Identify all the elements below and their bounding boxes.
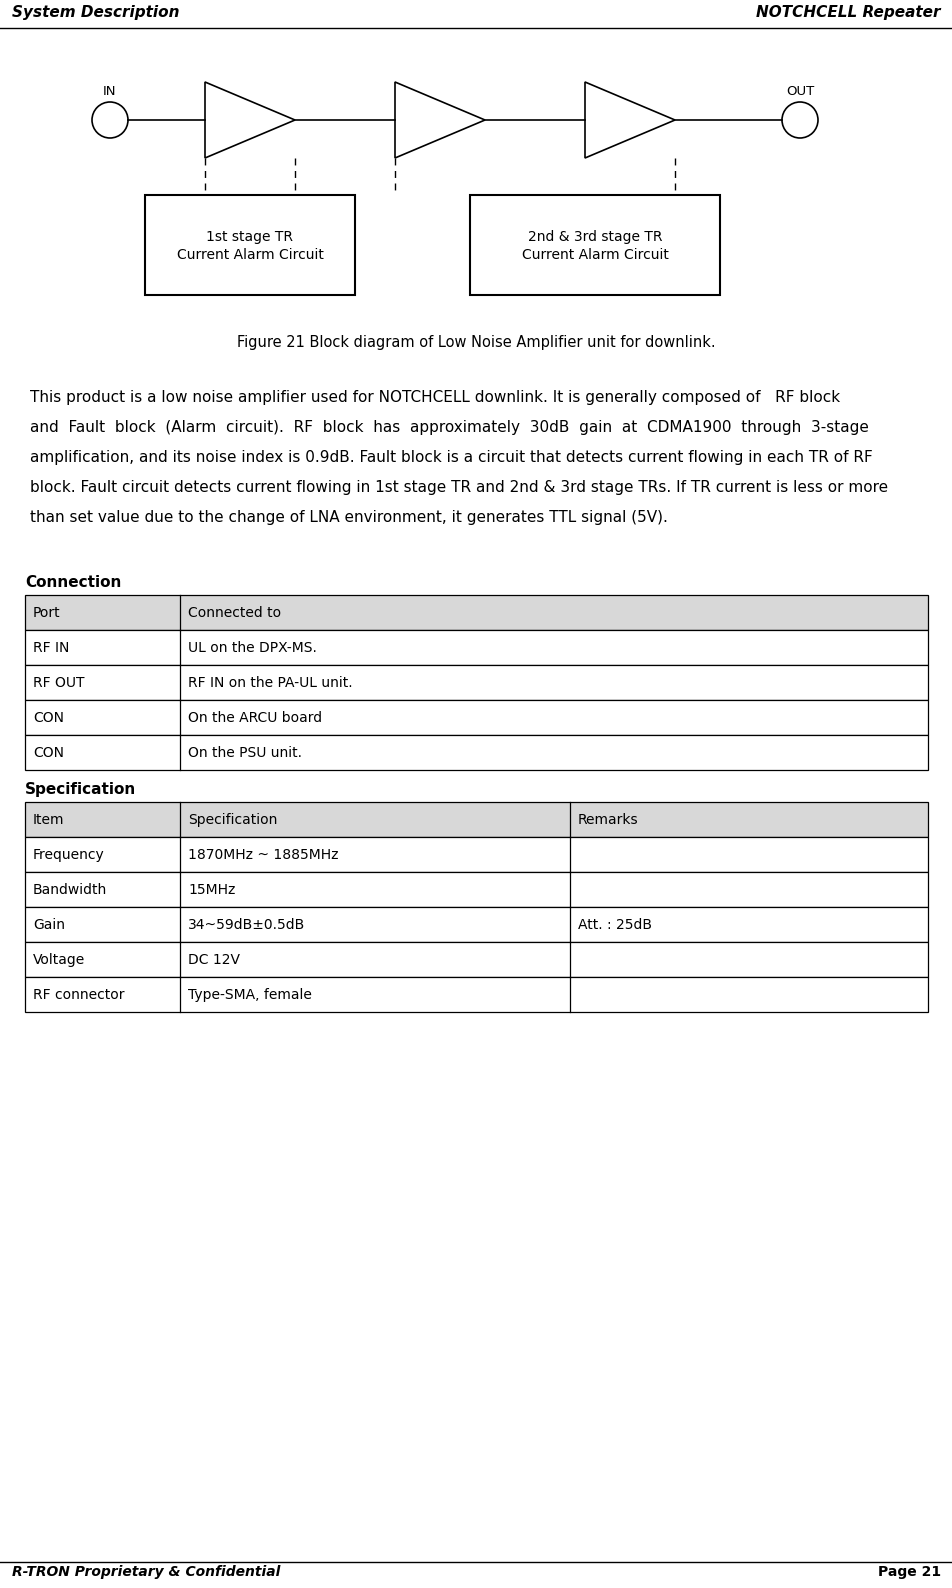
Text: 1870MHz ~ 1885MHz: 1870MHz ~ 1885MHz xyxy=(188,848,338,862)
Bar xyxy=(145,195,355,295)
Bar xyxy=(25,872,927,907)
Text: Gain: Gain xyxy=(33,918,65,932)
Text: Type-SMA, female: Type-SMA, female xyxy=(188,988,311,1002)
Text: and  Fault  block  (Alarm  circuit).  RF  block  has  approximately  30dB  gain : and Fault block (Alarm circuit). RF bloc… xyxy=(30,419,868,435)
Text: Bandwidth: Bandwidth xyxy=(33,883,108,897)
Text: RF IN on the PA-UL unit.: RF IN on the PA-UL unit. xyxy=(188,676,352,691)
Bar xyxy=(25,942,927,977)
Text: Connection: Connection xyxy=(25,575,121,591)
Text: OUT: OUT xyxy=(785,86,813,98)
Text: Frequency: Frequency xyxy=(33,848,105,862)
Bar xyxy=(25,735,927,770)
Text: Specification: Specification xyxy=(188,813,277,827)
Text: Port: Port xyxy=(33,607,61,621)
Bar xyxy=(25,665,927,700)
Text: RF IN: RF IN xyxy=(33,642,69,656)
Bar xyxy=(25,700,927,735)
Text: RF OUT: RF OUT xyxy=(33,676,85,691)
Text: RF connector: RF connector xyxy=(33,988,125,1002)
Text: Connected to: Connected to xyxy=(188,607,281,621)
Text: Item: Item xyxy=(33,813,65,827)
Text: Current Alarm Circuit: Current Alarm Circuit xyxy=(176,248,323,262)
Text: IN: IN xyxy=(103,86,117,98)
Text: System Description: System Description xyxy=(12,5,179,21)
Bar xyxy=(25,630,927,665)
Text: 1st stage TR: 1st stage TR xyxy=(207,230,293,245)
Bar xyxy=(25,907,927,942)
Bar xyxy=(25,802,927,837)
Text: Att. : 25dB: Att. : 25dB xyxy=(578,918,651,932)
Text: 2nd & 3rd stage TR: 2nd & 3rd stage TR xyxy=(527,230,662,245)
Text: 34~59dB±0.5dB: 34~59dB±0.5dB xyxy=(188,918,305,932)
Text: NOTCHCELL Repeater: NOTCHCELL Repeater xyxy=(756,5,940,21)
Text: amplification, and its noise index is 0.9dB. Fault block is a circuit that detec: amplification, and its noise index is 0.… xyxy=(30,449,872,465)
Text: UL on the DPX-MS.: UL on the DPX-MS. xyxy=(188,642,317,656)
Text: block. Fault circuit detects current flowing in 1st stage TR and 2nd & 3rd stage: block. Fault circuit detects current flo… xyxy=(30,480,887,495)
Bar xyxy=(25,977,927,1012)
Text: CON: CON xyxy=(33,711,64,726)
Bar xyxy=(25,837,927,872)
Text: Current Alarm Circuit: Current Alarm Circuit xyxy=(521,248,667,262)
Text: Voltage: Voltage xyxy=(33,953,85,967)
Text: Remarks: Remarks xyxy=(578,813,638,827)
Text: R-TRON Proprietary & Confidential: R-TRON Proprietary & Confidential xyxy=(12,1566,280,1578)
Text: On the ARCU board: On the ARCU board xyxy=(188,711,322,726)
Text: On the PSU unit.: On the PSU unit. xyxy=(188,746,302,761)
Bar xyxy=(469,195,720,295)
Text: 15MHz: 15MHz xyxy=(188,883,235,897)
Text: DC 12V: DC 12V xyxy=(188,953,240,967)
Text: This product is a low noise amplifier used for NOTCHCELL downlink. It is general: This product is a low noise amplifier us… xyxy=(30,391,840,405)
Text: Figure 21 Block diagram of Low Noise Amplifier unit for downlink.: Figure 21 Block diagram of Low Noise Amp… xyxy=(236,335,715,349)
Text: than set value due to the change of LNA environment, it generates TTL signal (5V: than set value due to the change of LNA … xyxy=(30,510,667,526)
Bar xyxy=(25,596,927,630)
Text: Specification: Specification xyxy=(25,781,136,797)
Text: Page 21: Page 21 xyxy=(877,1566,940,1578)
Text: CON: CON xyxy=(33,746,64,761)
